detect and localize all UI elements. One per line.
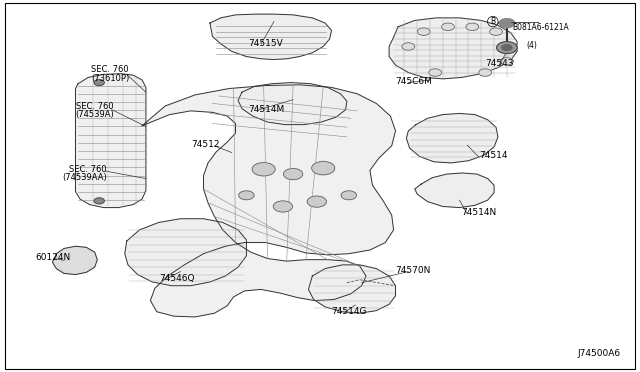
Text: B081A6-6121A: B081A6-6121A (512, 23, 569, 32)
Text: 74514: 74514 (479, 151, 508, 160)
Circle shape (312, 161, 335, 175)
Text: 74543: 74543 (485, 60, 514, 68)
Text: (74539A): (74539A) (76, 110, 115, 119)
Circle shape (499, 19, 515, 28)
Polygon shape (308, 265, 396, 313)
Text: 74570N: 74570N (396, 266, 431, 275)
Text: SEC. 760: SEC. 760 (69, 165, 107, 174)
Text: 74515V: 74515V (248, 39, 283, 48)
Text: B: B (490, 17, 495, 26)
Polygon shape (406, 113, 498, 163)
Circle shape (252, 163, 275, 176)
Circle shape (442, 23, 454, 31)
Text: 74514G: 74514G (332, 307, 367, 316)
Polygon shape (125, 219, 246, 286)
Circle shape (273, 201, 292, 212)
Text: (4): (4) (526, 41, 537, 50)
Circle shape (490, 28, 502, 35)
Circle shape (479, 69, 492, 76)
Polygon shape (52, 246, 97, 275)
Text: SEC. 760: SEC. 760 (91, 65, 129, 74)
Text: 60124N: 60124N (35, 253, 70, 262)
Circle shape (504, 43, 517, 50)
Circle shape (429, 69, 442, 76)
Circle shape (402, 43, 415, 50)
Circle shape (502, 45, 512, 51)
Circle shape (341, 191, 356, 200)
Polygon shape (238, 83, 347, 125)
Text: 74514M: 74514M (248, 105, 285, 114)
Text: (73610P): (73610P) (91, 74, 129, 83)
Polygon shape (142, 85, 396, 317)
Text: J74500A6: J74500A6 (577, 349, 620, 358)
Text: 745C6M: 745C6M (396, 77, 433, 86)
Circle shape (94, 80, 104, 86)
Polygon shape (210, 14, 332, 60)
Circle shape (497, 42, 517, 54)
Text: SEC. 760: SEC. 760 (76, 102, 113, 110)
Circle shape (466, 23, 479, 31)
Text: 74512: 74512 (191, 140, 220, 149)
Circle shape (417, 28, 430, 35)
Circle shape (94, 198, 104, 204)
Text: 74546Q: 74546Q (159, 274, 194, 283)
Text: (74539AA): (74539AA) (63, 173, 108, 182)
Polygon shape (76, 74, 146, 208)
Polygon shape (389, 18, 517, 79)
Polygon shape (415, 173, 494, 208)
Text: 74514N: 74514N (461, 208, 496, 217)
Circle shape (284, 169, 303, 180)
Circle shape (239, 191, 254, 200)
Circle shape (307, 196, 326, 207)
Circle shape (500, 58, 513, 65)
